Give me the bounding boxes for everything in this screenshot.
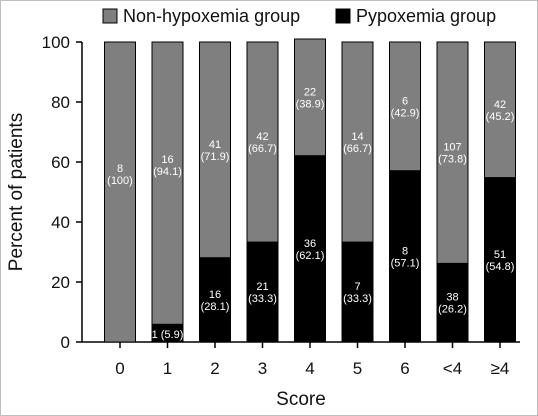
bar-segment-non-hypoxemia bbox=[151, 41, 184, 325]
legend-label-pypoxemia: Pypoxemia group bbox=[356, 6, 496, 26]
bar-segment-non-hypoxemia bbox=[341, 41, 374, 243]
x-tick-label: ≥4 bbox=[491, 359, 510, 378]
data-label-pypoxemia: 7 (33.3) bbox=[343, 281, 372, 305]
x-tick-label: <4 bbox=[443, 359, 462, 378]
x-tick-label: 0 bbox=[115, 359, 124, 378]
x-tick-label: 4 bbox=[305, 359, 314, 378]
bar-segment-pypoxemia bbox=[389, 170, 421, 343]
data-label-non-hypoxemia: 22 (38.9) bbox=[296, 86, 325, 110]
bar-segment-non-hypoxemia bbox=[246, 41, 279, 243]
data-label-pypoxemia: 21 (33.3) bbox=[248, 281, 277, 305]
bar-segment-pypoxemia bbox=[484, 177, 516, 343]
x-tick-label: 5 bbox=[353, 359, 362, 378]
legend-swatch-pypoxemia bbox=[335, 8, 351, 24]
x-tick-label: 3 bbox=[258, 359, 267, 378]
x-tick-label: 2 bbox=[210, 359, 219, 378]
bar-segment-non-hypoxemia bbox=[104, 41, 136, 343]
data-label-non-hypoxemia: 14 (66.7) bbox=[343, 131, 372, 155]
bar-segment-pypoxemia bbox=[436, 262, 469, 343]
y-axis-title: Percent of patients bbox=[6, 113, 27, 271]
bar-segment-non-hypoxemia bbox=[294, 38, 326, 157]
data-label-pypoxemia: 36 (62.1) bbox=[296, 238, 325, 262]
data-label-non-hypoxemia: 16 (94.1) bbox=[153, 154, 182, 178]
data-label-non-hypoxemia: 41 (71.9) bbox=[201, 139, 230, 163]
bar-segment-non-hypoxemia bbox=[436, 41, 469, 264]
data-label-pypoxemia: 16 (28.1) bbox=[201, 289, 230, 313]
bar-segment-pypoxemia bbox=[294, 155, 326, 343]
data-label-pypoxemia: 1 (5.9) bbox=[152, 329, 184, 341]
y-tick-label: 80 bbox=[51, 93, 70, 112]
x-tick-label: 6 bbox=[400, 359, 409, 378]
y-ticks: 0 20 40 60 80 100 bbox=[42, 33, 82, 352]
legend-swatch-non-hypoxemia bbox=[102, 8, 118, 24]
bar-segment-pypoxemia bbox=[341, 241, 374, 343]
y-tick-label: 40 bbox=[51, 213, 70, 232]
data-label-non-hypoxemia: 8 (100) bbox=[107, 163, 133, 187]
data-label-pypoxemia: 51 (54.8) bbox=[486, 249, 515, 273]
data-label-pypoxemia: 8 (57.1) bbox=[391, 245, 420, 269]
bars: 8 (100) 16 (94.1) 1 (5.9) 41 (71.9) 16 (28.1) 42(… bbox=[104, 38, 516, 343]
legend: Non-hypoxemia group Pypoxemia group bbox=[102, 6, 496, 26]
x-tick-label: 1 bbox=[163, 359, 172, 378]
data-label-pypoxemia: 38 (26.2) bbox=[438, 292, 467, 316]
y-tick-label: 100 bbox=[42, 33, 70, 52]
bar-segment-non-hypoxemia bbox=[389, 41, 421, 172]
y-tick-label: 20 bbox=[51, 273, 70, 292]
x-ticks: 0 1 2 3 4 5 6 <4 ≥4 bbox=[115, 342, 509, 378]
legend-label-non-hypoxemia: Non-hypoxemia group bbox=[123, 6, 300, 26]
bar-segment-pypoxemia bbox=[246, 241, 279, 343]
data-label-non-hypoxemia: 42 (66.7) bbox=[248, 131, 277, 155]
bar-segment-non-hypoxemia bbox=[484, 41, 516, 179]
bar-segment-non-hypoxemia bbox=[199, 41, 231, 259]
data-label-non-hypoxemia: 42 (45.2) bbox=[486, 99, 515, 123]
y-tick-label: 60 bbox=[51, 153, 70, 172]
data-label-non-hypoxemia: 6 (42.9) bbox=[391, 95, 420, 119]
x-axis-title: Score bbox=[276, 389, 326, 410]
y-tick-label: 0 bbox=[61, 333, 70, 352]
data-label-non-hypoxemia: 107 (73.8) bbox=[438, 142, 467, 166]
